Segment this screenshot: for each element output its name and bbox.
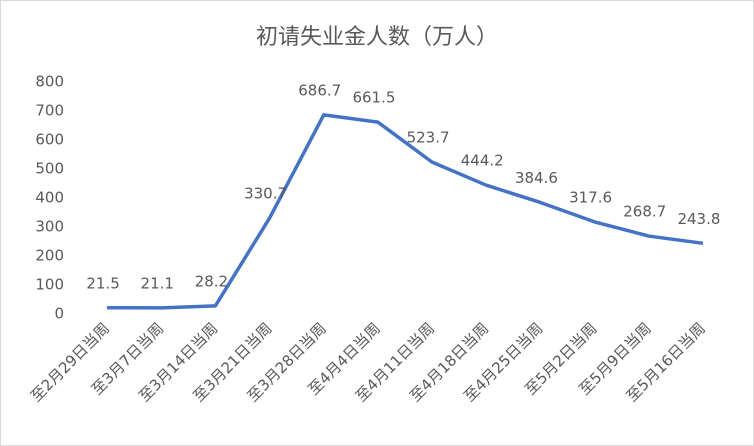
data-label: 21.5: [86, 274, 119, 292]
data-label: 317.6: [569, 188, 612, 206]
data-label: 523.7: [407, 129, 450, 147]
y-tick-label: 700: [35, 102, 64, 120]
data-label: 661.5: [352, 89, 395, 107]
y-tick-label: 300: [35, 218, 64, 236]
data-label: 686.7: [298, 81, 341, 99]
y-tick-label: 200: [35, 247, 64, 265]
data-label: 330.7: [244, 185, 287, 203]
data-label: 268.7: [623, 203, 666, 221]
y-tick-label: 100: [35, 276, 64, 294]
data-line: [107, 113, 704, 310]
data-label: 21.1: [141, 274, 174, 292]
data-label: 243.8: [677, 210, 720, 228]
data-label: 444.2: [461, 152, 504, 170]
y-tick-label: 600: [35, 131, 64, 149]
y-tick-label: 500: [35, 160, 64, 178]
data-label: 384.6: [515, 169, 558, 187]
chart-title: 初请失业金人数（万人）: [256, 25, 498, 50]
y-tick-label: 0: [54, 305, 64, 323]
data-label: 28.2: [195, 272, 228, 290]
y-tick-label: 800: [35, 73, 64, 91]
y-tick-label: 400: [35, 189, 64, 207]
